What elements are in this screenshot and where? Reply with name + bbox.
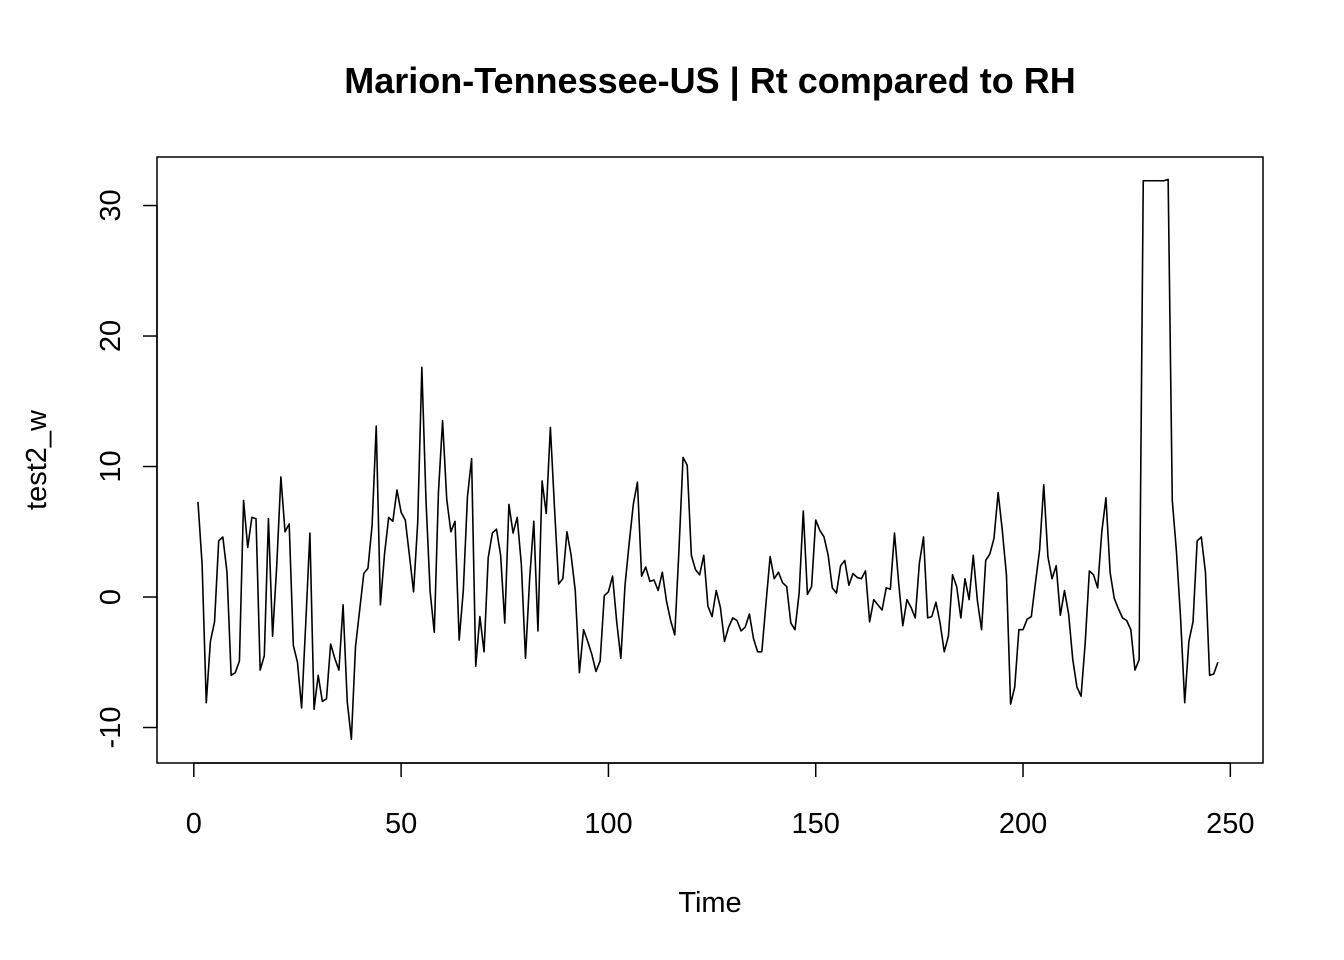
x-tick-label: 250 bbox=[1206, 808, 1254, 840]
x-axis: 0 50 100 150 200 250 bbox=[186, 762, 1255, 840]
y-tick-label: 20 bbox=[95, 320, 127, 352]
x-tick-label: 0 bbox=[186, 808, 202, 840]
x-tick-label: 100 bbox=[584, 808, 632, 840]
y-tick-label: -10 bbox=[95, 707, 127, 749]
y-tick-label: 10 bbox=[95, 450, 127, 482]
y-axis: -10 0 10 20 30 bbox=[95, 189, 158, 749]
series-layer bbox=[197, 178, 1219, 741]
series-line bbox=[197, 178, 1219, 741]
chart-title: Marion-Tennessee-US | Rt compared to RH bbox=[344, 60, 1076, 102]
x-tick-label: 150 bbox=[792, 808, 840, 840]
y-tick-label: 0 bbox=[95, 589, 127, 605]
y-tick-label: 30 bbox=[95, 189, 127, 221]
x-axis-label: Time bbox=[678, 887, 741, 919]
plot-area-frame bbox=[156, 156, 1264, 764]
x-tick-label: 200 bbox=[999, 808, 1047, 840]
x-tick-label: 50 bbox=[385, 808, 417, 840]
y-axis-label: test2_w bbox=[21, 409, 53, 510]
